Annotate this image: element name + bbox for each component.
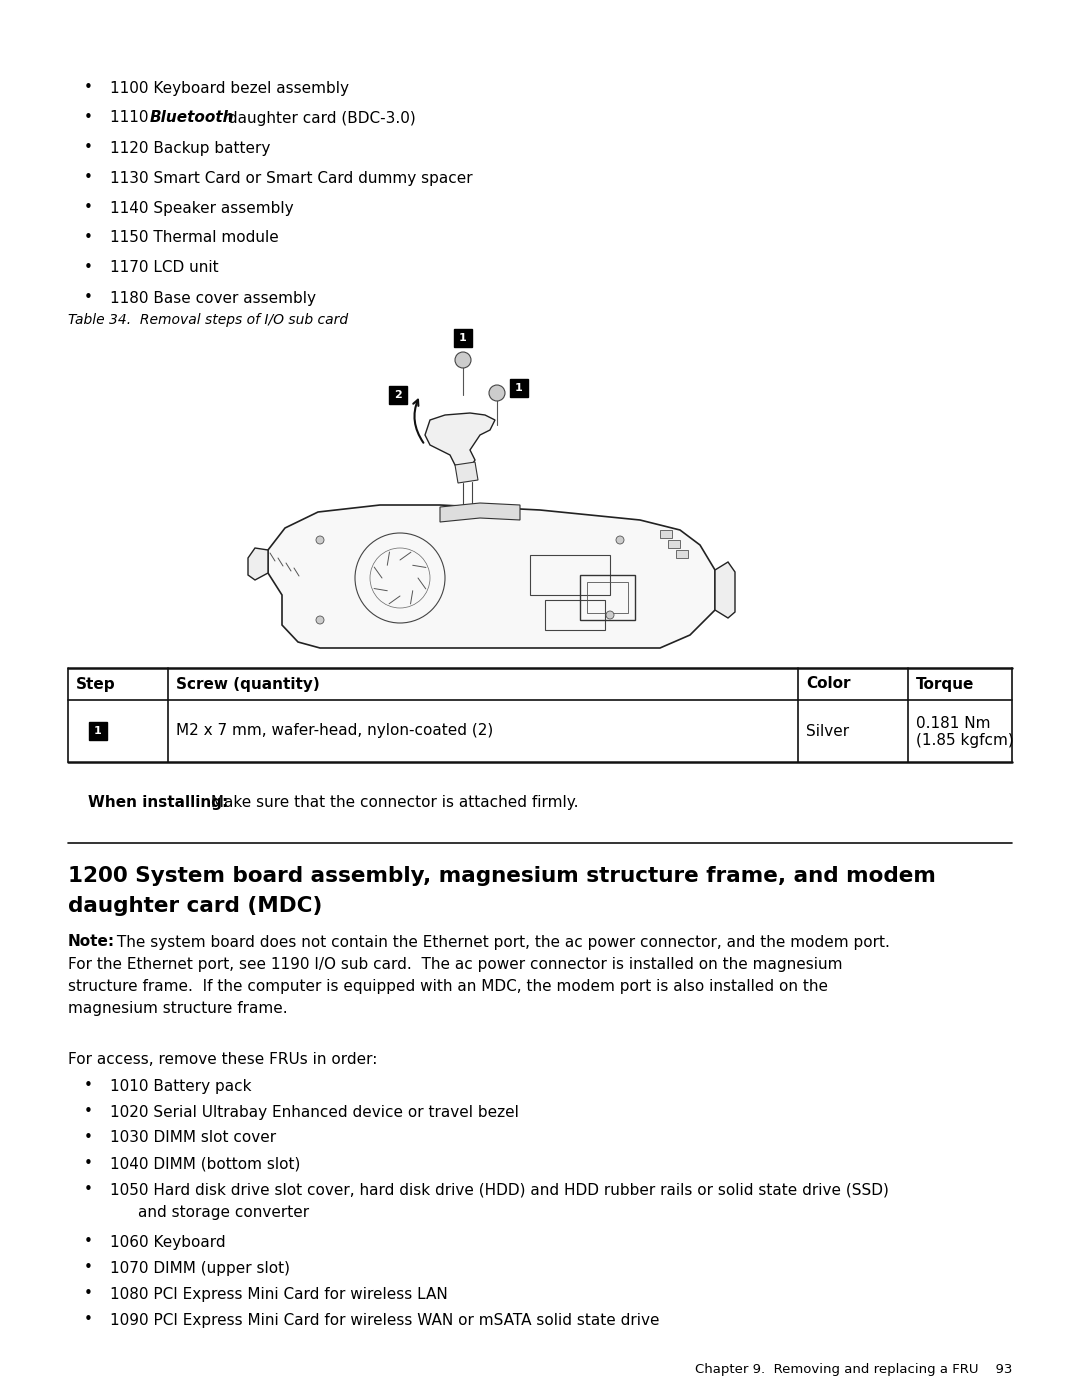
- Text: 1: 1: [515, 383, 523, 393]
- Text: 1200 System board assembly, magnesium structure frame, and modem: 1200 System board assembly, magnesium st…: [68, 866, 936, 886]
- Circle shape: [489, 386, 505, 401]
- Text: Silver: Silver: [806, 724, 849, 739]
- Bar: [676, 550, 688, 557]
- Text: For the Ethernet port, see 1190 I/O sub card.  The ac power connector is install: For the Ethernet port, see 1190 I/O sub …: [68, 957, 842, 971]
- Circle shape: [616, 536, 624, 543]
- Text: 1070 DIMM (upper slot): 1070 DIMM (upper slot): [110, 1260, 291, 1275]
- Text: 1010 Battery pack: 1010 Battery pack: [110, 1078, 252, 1094]
- Text: Note:: Note:: [68, 935, 116, 950]
- Bar: [545, 599, 605, 630]
- Text: 1110: 1110: [110, 110, 153, 126]
- Text: 1140 Speaker assembly: 1140 Speaker assembly: [110, 201, 294, 215]
- Text: 1170 LCD unit: 1170 LCD unit: [110, 260, 218, 275]
- Text: When installing:: When installing:: [87, 795, 228, 810]
- Text: 1080 PCI Express Mini Card for wireless LAN: 1080 PCI Express Mini Card for wireless …: [110, 1287, 448, 1302]
- Text: Table 34.  Removal steps of I/O sub card: Table 34. Removal steps of I/O sub card: [68, 313, 348, 327]
- Text: 1040 DIMM (bottom slot): 1040 DIMM (bottom slot): [110, 1157, 300, 1172]
- Text: For access, remove these FRUs in order:: For access, remove these FRUs in order:: [68, 1052, 377, 1067]
- Text: •: •: [83, 1078, 93, 1094]
- Text: Screw (quantity): Screw (quantity): [176, 676, 320, 692]
- Text: 1060 Keyboard: 1060 Keyboard: [110, 1235, 226, 1249]
- Text: and storage converter: and storage converter: [138, 1204, 309, 1220]
- Text: The system board does not contain the Ethernet port, the ac power connector, and: The system board does not contain the Et…: [112, 935, 890, 950]
- Text: •: •: [83, 81, 93, 95]
- Text: •: •: [83, 260, 93, 275]
- Text: daughter card (BDC-3.0): daughter card (BDC-3.0): [222, 110, 416, 126]
- Text: 1050 Hard disk drive slot cover, hard disk drive (HDD) and HDD rubber rails or s: 1050 Hard disk drive slot cover, hard di…: [110, 1182, 889, 1197]
- FancyBboxPatch shape: [89, 722, 107, 740]
- Text: •: •: [83, 141, 93, 155]
- Text: structure frame.  If the computer is equipped with an MDC, the modem port is als: structure frame. If the computer is equi…: [68, 978, 828, 993]
- Circle shape: [316, 616, 324, 624]
- Text: •: •: [83, 231, 93, 246]
- Circle shape: [316, 536, 324, 543]
- Polygon shape: [440, 503, 519, 522]
- Text: M2 x 7 mm, wafer-head, nylon-coated (2): M2 x 7 mm, wafer-head, nylon-coated (2): [176, 724, 494, 739]
- Bar: [530, 555, 610, 595]
- Text: 1: 1: [459, 332, 467, 344]
- Bar: [580, 576, 635, 620]
- Text: •: •: [83, 1235, 93, 1249]
- Bar: [588, 583, 627, 613]
- Text: 1020 Serial Ultrabay Enhanced device or travel bezel: 1020 Serial Ultrabay Enhanced device or …: [110, 1105, 518, 1119]
- Text: 1030 DIMM slot cover: 1030 DIMM slot cover: [110, 1130, 276, 1146]
- Text: •: •: [83, 1182, 93, 1197]
- Text: •: •: [83, 170, 93, 186]
- Circle shape: [455, 352, 471, 367]
- Polygon shape: [248, 548, 268, 580]
- Text: 1100 Keyboard bezel assembly: 1100 Keyboard bezel assembly: [110, 81, 349, 95]
- Bar: [669, 541, 680, 548]
- Text: •: •: [83, 1157, 93, 1172]
- Polygon shape: [268, 504, 715, 648]
- Polygon shape: [426, 414, 495, 468]
- Text: 0.181 Nm: 0.181 Nm: [916, 715, 990, 731]
- Text: •: •: [83, 291, 93, 306]
- Text: 2: 2: [394, 390, 402, 400]
- Text: Step: Step: [76, 676, 116, 692]
- Text: •: •: [83, 1313, 93, 1327]
- Polygon shape: [455, 462, 478, 483]
- Circle shape: [606, 610, 615, 619]
- Text: Torque: Torque: [916, 676, 974, 692]
- FancyBboxPatch shape: [454, 330, 472, 346]
- Text: 1150 Thermal module: 1150 Thermal module: [110, 231, 279, 246]
- Text: •: •: [83, 110, 93, 126]
- Text: Chapter 9.  Removing and replacing a FRU    93: Chapter 9. Removing and replacing a FRU …: [694, 1363, 1012, 1376]
- Text: Bluetooth: Bluetooth: [150, 110, 234, 126]
- Text: •: •: [83, 1260, 93, 1275]
- Text: •: •: [83, 1105, 93, 1119]
- Polygon shape: [715, 562, 735, 617]
- FancyBboxPatch shape: [389, 386, 407, 404]
- Text: •: •: [83, 1130, 93, 1146]
- Text: Make sure that the connector is attached firmly.: Make sure that the connector is attached…: [206, 795, 579, 810]
- Text: •: •: [83, 201, 93, 215]
- Text: magnesium structure frame.: magnesium structure frame.: [68, 1000, 287, 1016]
- Text: (1.85 kgfcm): (1.85 kgfcm): [916, 733, 1014, 749]
- Text: Color: Color: [806, 676, 851, 692]
- Text: 1130 Smart Card or Smart Card dummy spacer: 1130 Smart Card or Smart Card dummy spac…: [110, 170, 473, 186]
- Text: 1: 1: [94, 726, 102, 736]
- FancyBboxPatch shape: [510, 379, 528, 397]
- Text: daughter card (MDC): daughter card (MDC): [68, 895, 322, 916]
- Text: 1180 Base cover assembly: 1180 Base cover assembly: [110, 291, 316, 306]
- Text: 1090 PCI Express Mini Card for wireless WAN or mSATA solid state drive: 1090 PCI Express Mini Card for wireless …: [110, 1313, 660, 1327]
- Bar: [660, 529, 672, 538]
- Text: •: •: [83, 1287, 93, 1302]
- Text: 1120 Backup battery: 1120 Backup battery: [110, 141, 270, 155]
